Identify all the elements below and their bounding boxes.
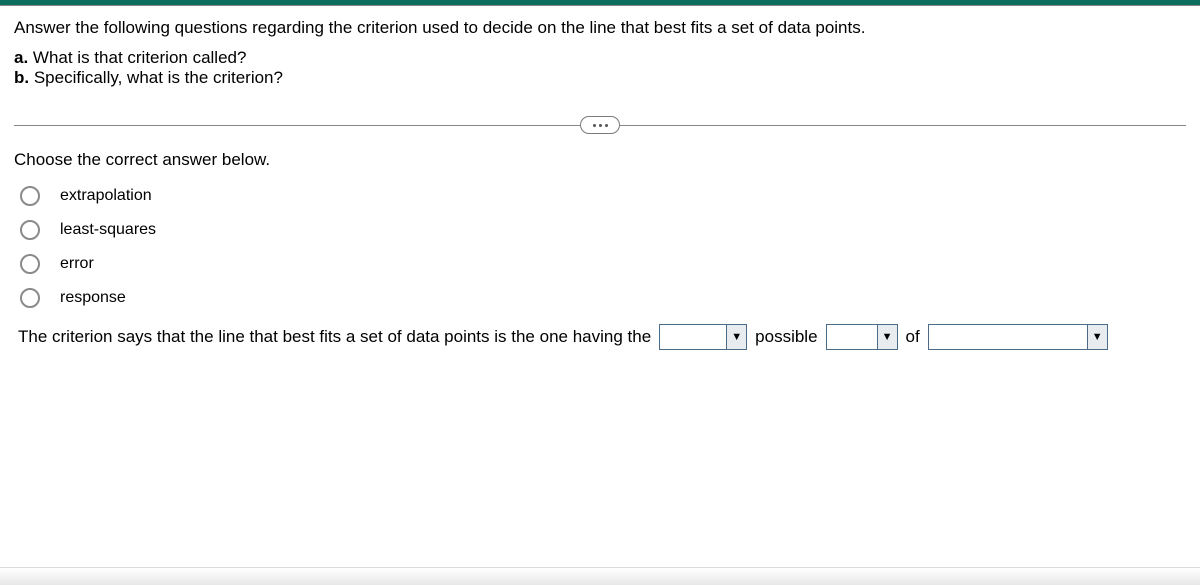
option-row: error [20, 254, 1186, 274]
dropdown-1[interactable]: ▼ [659, 324, 747, 350]
instruction-text: Choose the correct answer below. [14, 150, 1186, 170]
dropdown-2[interactable]: ▼ [826, 324, 898, 350]
option-label: least-squares [60, 221, 156, 239]
part-b-text: Specifically, what is the criterion? [29, 68, 283, 87]
section-divider [14, 116, 1186, 136]
ellipsis-icon [593, 124, 596, 127]
part-a: a. What is that criterion called? [14, 48, 1186, 68]
sub-questions: a. What is that criterion called? b. Spe… [14, 48, 1186, 88]
option-label: response [60, 289, 126, 307]
ellipsis-icon [605, 124, 608, 127]
ellipsis-icon [599, 124, 602, 127]
chevron-down-icon: ▼ [877, 325, 897, 349]
part-b-label: b. [14, 68, 29, 87]
radio-option-2[interactable] [20, 220, 40, 240]
radio-option-3[interactable] [20, 254, 40, 274]
sentence-word-possible: possible [755, 327, 817, 347]
radio-option-4[interactable] [20, 288, 40, 308]
sentence-word-of: of [906, 327, 920, 347]
chevron-down-icon: ▼ [1087, 325, 1107, 349]
part-a-label: a. [14, 48, 28, 67]
radio-option-1[interactable] [20, 186, 40, 206]
part-b: b. Specifically, what is the criterion? [14, 68, 1186, 88]
expand-pill-button[interactable] [580, 116, 620, 134]
option-row: extrapolation [20, 186, 1186, 206]
option-row: least-squares [20, 220, 1186, 240]
answer-options: extrapolation least-squares error respon… [20, 186, 1186, 308]
chevron-down-icon: ▼ [726, 325, 746, 349]
question-content: Answer the following questions regarding… [0, 6, 1200, 350]
option-label: extrapolation [60, 187, 152, 205]
fill-sentence: The criterion says that the line that be… [14, 324, 1186, 350]
option-label: error [60, 255, 94, 273]
sentence-prefix: The criterion says that the line that be… [18, 327, 651, 347]
footer-gradient [0, 567, 1200, 585]
dropdown-3[interactable]: ▼ [928, 324, 1108, 350]
part-a-text: What is that criterion called? [28, 48, 246, 67]
option-row: response [20, 288, 1186, 308]
question-intro-text: Answer the following questions regarding… [14, 18, 1186, 38]
